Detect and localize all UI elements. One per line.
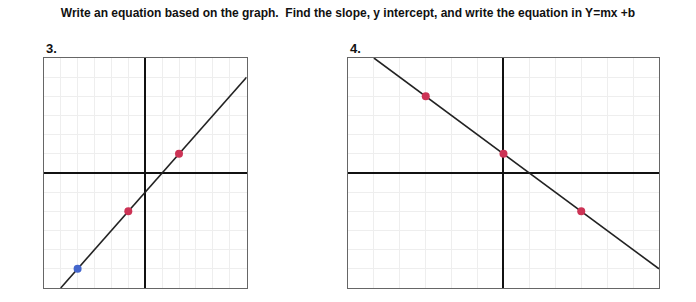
svg-text:3.: 3. [46,41,57,56]
svg-text:Write an equation based on the: Write an equation based on the graph. Fi… [61,6,635,20]
svg-text:4.: 4. [350,41,361,56]
